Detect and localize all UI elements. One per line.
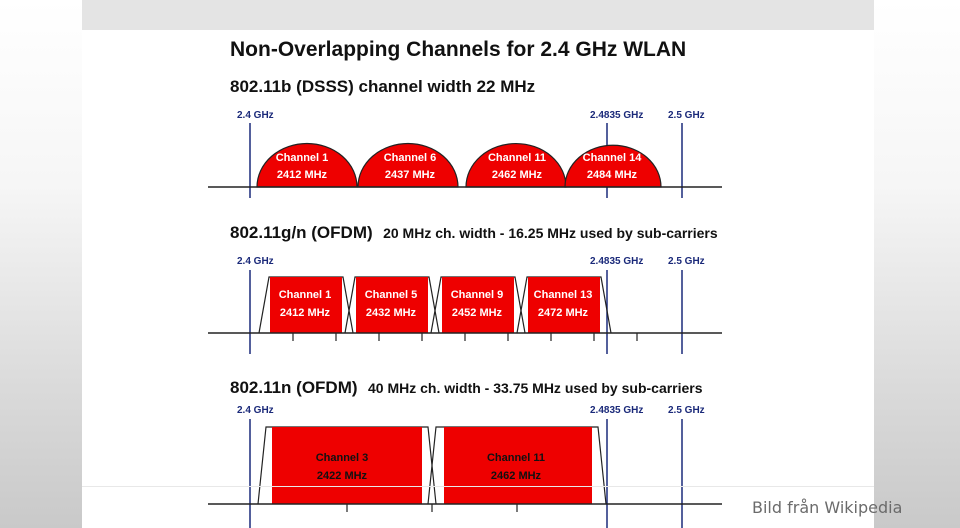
ofdm20-ch9-name: Channel 9 [451,289,504,301]
ofdm-40-axis-ticks [346,504,518,512]
ofdm20-ch9-freq: 2452 MHz [452,307,503,319]
heading-ofdm-20: 802.11g/n (OFDM) 20 MHz ch. width - 16.2… [230,223,718,242]
ofdm20-ch5-name: Channel 5 [365,289,418,301]
ofdm-20-channel-1-block [270,277,342,333]
ofdm-20-channel-13-block [528,277,600,333]
heading-ofdm-40: 802.11n (OFDM) 40 MHz ch. width - 33.75 … [230,378,703,397]
heading-ofdm-40-main: 802.11n (OFDM) [230,378,358,397]
dsss-ch1-name: Channel 1 [276,152,329,164]
dsss-ch14-name: Channel 14 [583,152,643,164]
dsss-channel-6-lobe [357,142,459,188]
ofdm40-ch11-freq: 2462 MHz [491,470,542,482]
ofdm-20-channel-9-block [442,277,514,333]
marker-label-2400: 2.4 GHz [237,110,274,121]
ofdm20-ch5-freq: 2432 MHz [366,307,417,319]
marker-label-2483: 2.4835 GHz [590,110,643,121]
diagram-canvas: Non-Overlapping Channels for 2.4 GHz WLA… [208,38,722,528]
ofdm-40-channel-11-block [444,427,592,504]
marker-label-2500: 2.5 GHz [668,110,705,121]
dsss-channel-1-lobe [256,142,358,188]
ofdm20-ch13-name: Channel 13 [534,289,593,301]
marker-label-2400: 2.4 GHz [237,256,274,267]
dsss-channel-11-lobe [465,142,567,188]
ofdm20-ch13-freq: 2472 MHz [538,307,589,319]
heading-ofdm-40-sub: 40 MHz ch. width - 33.75 MHz used by sub… [368,380,703,396]
ofdm20-ch1-freq: 2412 MHz [280,307,331,319]
marker-label-2483: 2.4835 GHz [590,256,643,267]
ofdm20-ch1-name: Channel 1 [279,289,332,301]
dsss-ch1-freq: 2412 MHz [277,169,328,181]
heading-ofdm-20-main: 802.11g/n (OFDM) [230,223,373,242]
footer-divider [82,486,874,487]
ofdm-40-channel-3-block [272,427,422,504]
marker-label-2400: 2.4 GHz [237,405,274,416]
dsss-ch6-freq: 2437 MHz [385,169,436,181]
dsss-ch11-freq: 2462 MHz [492,169,543,181]
ofdm40-ch11-name: Channel 11 [487,452,545,464]
wlan-channel-diagram: Non-Overlapping Channels for 2.4 GHz WLA… [82,30,874,528]
marker-label-2483: 2.4835 GHz [590,405,643,416]
ofdm-20-axis-ticks [292,333,638,341]
heading-ofdm-20-sub: 20 MHz ch. width - 16.25 MHz used by sub… [383,225,718,241]
marker-label-2500: 2.5 GHz [668,256,705,267]
dsss-ch14-freq: 2484 MHz [587,169,638,181]
dsss-ch6-name: Channel 6 [384,152,437,164]
image-credit: Bild från Wikipedia [752,498,903,517]
marker-label-2500: 2.5 GHz [668,405,705,416]
dsss-ch11-name: Channel 11 [488,152,546,164]
ofdm40-ch3-freq: 2422 MHz [317,470,368,482]
top-band [82,0,874,30]
diagram-title: Non-Overlapping Channels for 2.4 GHz WLA… [230,38,686,61]
ofdm40-ch3-name: Channel 3 [316,452,369,464]
ofdm-20-channel-5-block [356,277,428,333]
dsss-channel-14-lobe [564,144,662,188]
heading-dsss: 802.11b (DSSS) channel width 22 MHz [230,77,535,96]
